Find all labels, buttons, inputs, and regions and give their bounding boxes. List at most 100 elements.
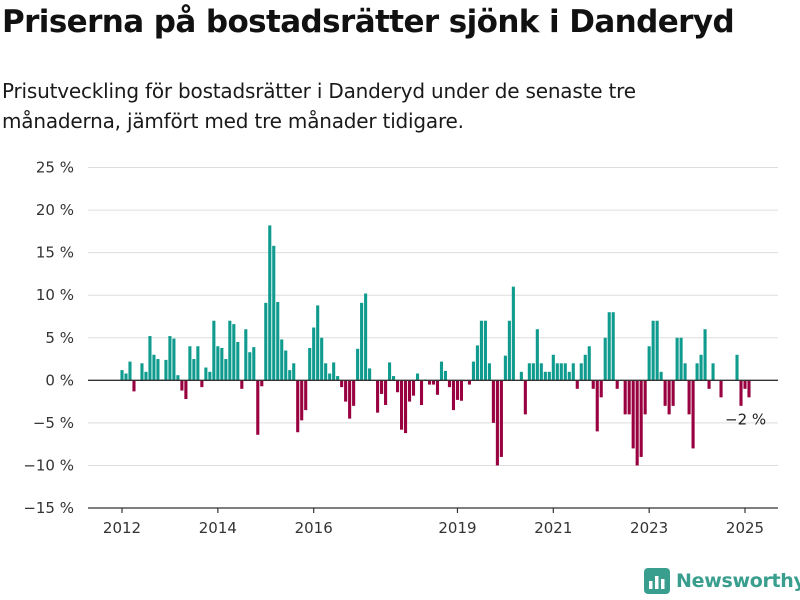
x-tick-label: 2025: [726, 519, 764, 537]
bar: [667, 380, 671, 415]
bar: [615, 380, 619, 389]
bar: [360, 302, 364, 381]
bar: [128, 361, 132, 381]
bar: [539, 363, 543, 381]
bar: [479, 320, 483, 381]
bar: [431, 380, 436, 385]
bar: [316, 305, 320, 381]
brand-name: Newsworthy: [676, 570, 800, 592]
bar: [152, 354, 156, 381]
bar: [292, 363, 296, 381]
bar: [535, 329, 539, 381]
bar: [475, 345, 479, 381]
bar: [695, 363, 699, 381]
bar: [216, 346, 220, 381]
bar: [503, 355, 507, 381]
y-tick-label: −5 %: [33, 414, 74, 432]
bar: [288, 370, 292, 381]
bar: [268, 225, 272, 381]
bar: [308, 347, 312, 381]
bar: [719, 380, 723, 398]
bar: [280, 339, 284, 381]
bar: [120, 370, 124, 381]
bar: [555, 363, 559, 381]
y-tick-label: 25 %: [36, 159, 74, 177]
bar: [380, 380, 384, 394]
bar: [691, 380, 695, 449]
bar: [583, 354, 587, 381]
bar: [427, 380, 432, 385]
bar: [176, 375, 180, 381]
bar: [571, 363, 575, 381]
bar: [651, 320, 655, 381]
bar: [559, 363, 563, 381]
bar: [132, 380, 136, 392]
bar: [376, 380, 380, 413]
bar: [707, 380, 711, 389]
bar: [392, 376, 396, 381]
y-tick-label: 0 %: [45, 371, 74, 389]
bar: [328, 373, 332, 381]
bar: [208, 371, 212, 381]
axes: [88, 379, 778, 513]
bar: [607, 312, 611, 381]
bar: [415, 373, 420, 381]
bar: [419, 380, 424, 405]
bar: [148, 336, 152, 381]
bar: [675, 337, 679, 381]
bar: [304, 380, 308, 411]
bar: [324, 363, 328, 381]
bar: [212, 320, 216, 381]
y-tick-label: −10 %: [23, 456, 74, 474]
bar: [599, 380, 603, 398]
tick-labels: 25 % 20 % 15 % 10 % 5 % 0 % −5 % −10 % −15 % 2012…: [23, 159, 764, 538]
bar: [192, 359, 196, 381]
bar: [543, 371, 547, 381]
bar: [368, 368, 372, 381]
bar: [627, 380, 631, 415]
x-tick-label: 2023: [630, 519, 668, 537]
bar: [156, 359, 160, 381]
x-tick-label: 2012: [103, 519, 141, 537]
bar-chart-logo-icon: [644, 568, 670, 594]
bar: [144, 371, 148, 381]
bar: [260, 380, 264, 387]
bar: [344, 380, 348, 402]
bar: [491, 380, 495, 423]
bar: [340, 380, 344, 388]
bar: [575, 380, 579, 389]
bar: [411, 380, 416, 396]
bar: [483, 320, 487, 381]
bar: [687, 380, 691, 415]
bar: [551, 354, 555, 381]
bar: [711, 363, 715, 381]
y-tick-label: 5 %: [45, 329, 74, 347]
chart-title: Priserna på bostadsrätter sjönk i Dander…: [2, 4, 735, 40]
bar: [336, 376, 340, 381]
bar: [451, 380, 456, 411]
bar: [471, 361, 475, 381]
bar: [739, 380, 743, 406]
bar: [735, 354, 739, 381]
bar: [256, 380, 260, 435]
bar: [196, 346, 200, 381]
bar: [443, 370, 448, 381]
bar: [639, 380, 643, 457]
bar: [200, 380, 204, 388]
bar: [531, 363, 535, 381]
bar: [188, 346, 192, 381]
bar: [236, 342, 240, 381]
bar: [467, 380, 471, 385]
bar: [296, 380, 300, 433]
grid-lines: [88, 167, 778, 509]
y-tick-label: 15 %: [36, 244, 74, 262]
bar: [356, 348, 360, 381]
bar: [587, 346, 591, 381]
y-tick-label: 10 %: [36, 286, 74, 304]
bar: [659, 371, 663, 381]
x-tick-label: 2014: [199, 519, 237, 537]
bar: [248, 352, 252, 381]
bar: [364, 293, 368, 381]
bar: [124, 373, 128, 381]
bar: [384, 380, 388, 405]
